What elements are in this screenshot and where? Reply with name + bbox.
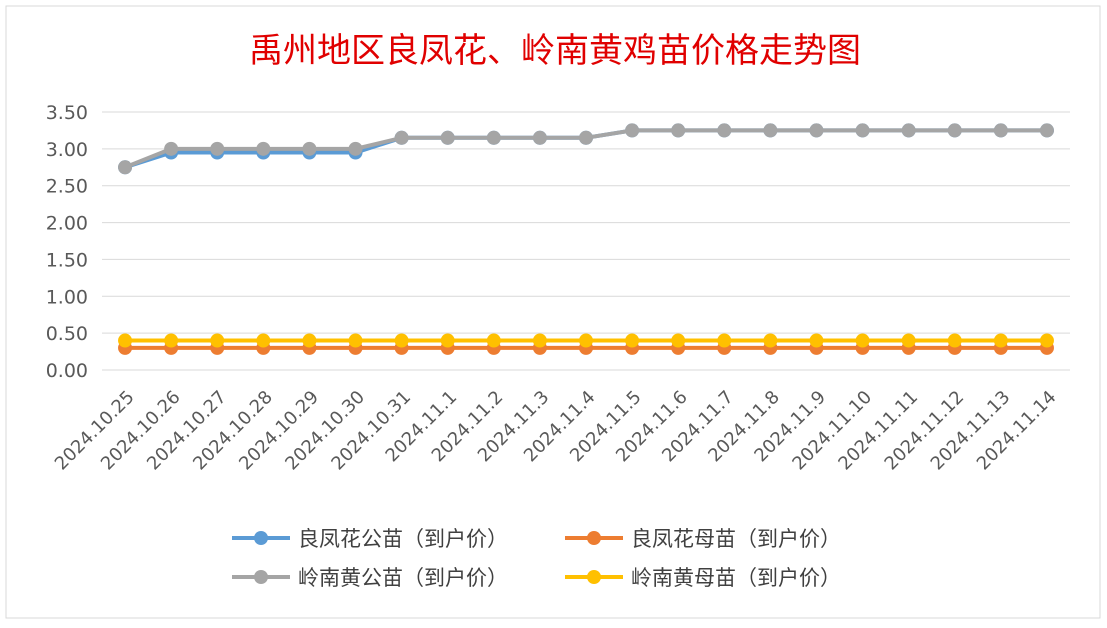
data-point [763,333,778,348]
data-point [901,123,916,138]
data-point [486,333,501,348]
data-point [256,333,271,348]
data-point [210,333,225,348]
data-point [486,130,501,145]
data-point [993,123,1008,138]
data-point [855,123,870,138]
data-point [1039,333,1054,348]
legend-marker [254,570,268,584]
data-point [302,141,317,156]
data-point [118,333,133,348]
data-point [394,333,409,348]
legend-label: 岭南黄母苗（到户价） [631,566,841,590]
data-point [671,123,686,138]
data-point [671,333,686,348]
data-point [302,333,317,348]
y-tick-label: 3.50 [46,102,88,124]
data-point [947,123,962,138]
data-point [579,130,593,145]
series-3 [118,333,1054,348]
data-point [164,141,179,156]
data-point [164,333,179,348]
legend-label: 岭南黄公苗（到户价） [298,566,508,590]
series-2 [118,123,1054,175]
data-point [118,160,133,175]
data-point [763,123,778,138]
data-point [532,333,547,348]
series-layer [118,123,1054,355]
data-point [625,333,640,348]
data-point [809,333,824,348]
y-axis-ticks: 0.00 0.50 1.00 1.50 2.00 2.50 3.00 3.50 [46,102,88,382]
data-point [532,130,547,145]
data-point [394,130,409,145]
data-point [210,141,225,156]
y-tick-label: 1.50 [46,249,88,271]
data-point [855,333,870,348]
data-point [348,333,363,348]
data-point [440,130,455,145]
data-point [579,333,593,348]
data-point [717,123,732,138]
legend-marker [254,531,268,545]
data-point [717,333,732,348]
y-tick-label: 2.50 [46,176,88,198]
legend-entry: 岭南黄母苗（到户价） [565,566,841,590]
y-tick-label: 0.00 [46,360,88,382]
legend-marker [587,570,601,584]
data-point [625,123,640,138]
legend-entry: 良凤花公苗（到户价） [232,527,508,551]
y-tick-label: 0.50 [46,323,88,345]
y-tick-label: 1.00 [46,286,88,308]
data-point [947,333,962,348]
legend-label: 良凤花公苗（到户价） [298,527,508,551]
data-point [809,123,824,138]
legend-label: 良凤花母苗（到户价） [631,527,841,551]
legend-marker [587,531,601,545]
chart-title: 禹州地区良凤花、岭南黄鸡苗价格走势图 [249,31,861,71]
data-point [348,141,363,156]
legend-entry: 良凤花母苗（到户价） [565,527,841,551]
legend-entry: 岭南黄公苗（到户价） [232,566,508,590]
data-point [1039,123,1054,138]
data-point [993,333,1008,348]
data-point [440,333,455,348]
y-tick-label: 3.00 [46,139,88,161]
data-point [901,333,916,348]
legend: 良凤花公苗（到户价） 良凤花母苗（到户价） 岭南黄公苗（到户价） 岭南黄母苗（到户价） [232,527,841,590]
data-point [256,141,271,156]
y-tick-label: 2.00 [46,213,88,235]
